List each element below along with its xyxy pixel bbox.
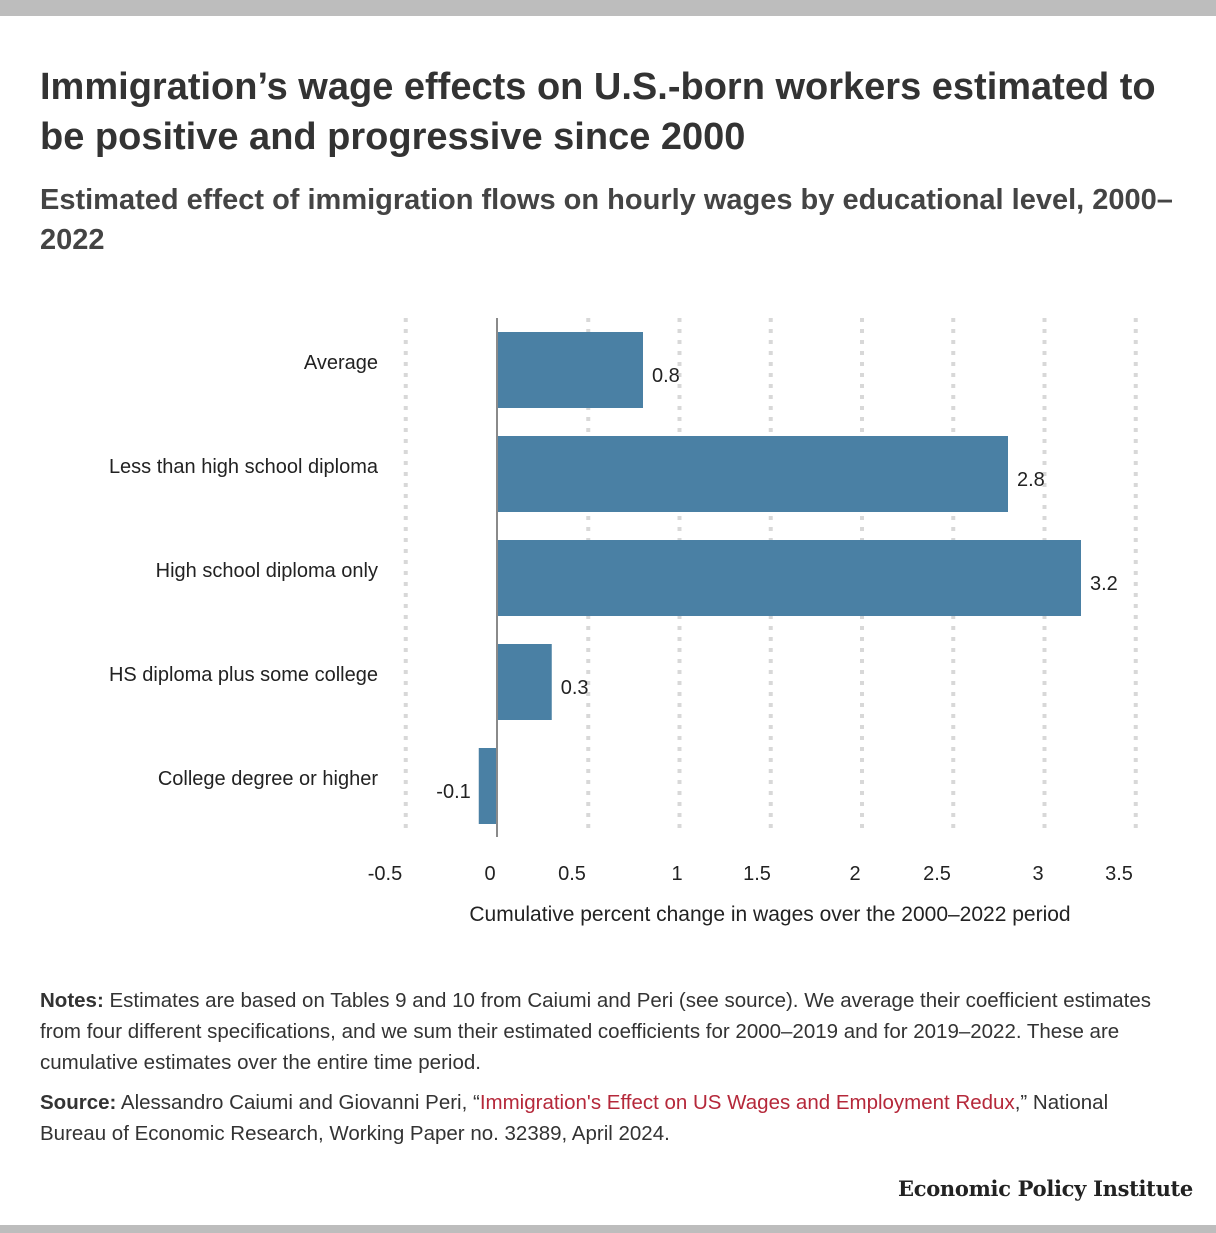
x-tick-label: 2 <box>849 863 860 885</box>
chart-title: Immigration’s wage effects on U.S.-born … <box>40 66 1156 158</box>
bar <box>497 540 1081 616</box>
notes-label: Notes: <box>40 989 104 1012</box>
x-axis-label: Cumulative percent change in wages over … <box>469 903 1070 926</box>
x-tick-label: 1.5 <box>743 863 771 885</box>
x-tick-label: 0 <box>484 863 495 885</box>
bar <box>497 436 1008 512</box>
x-tick-label: 0.5 <box>558 863 586 885</box>
notes-paragraph: Notes: Estimates are based on Tables 9 a… <box>40 985 1160 1078</box>
x-tick-label: -0.5 <box>368 863 402 885</box>
category-label: Average <box>304 352 378 374</box>
bar <box>497 644 552 720</box>
bar <box>478 748 497 824</box>
notes-section: Notes: Estimates are based on Tables 9 a… <box>40 985 1160 1158</box>
category-label: Less than high school diploma <box>109 456 379 478</box>
top-border <box>0 0 1216 16</box>
category-label: College degree or higher <box>158 768 378 790</box>
bar <box>497 332 643 408</box>
source-post: ,” National Bureau of Economic Research,… <box>40 1091 1109 1145</box>
source-link[interactable]: Immigration's Effect on US Wages and Emp… <box>479 1091 1015 1114</box>
x-tick-label: 3 <box>1032 863 1043 885</box>
chart-subtitle: Estimated effect of immigration flows on… <box>40 184 1173 256</box>
data-label: 0.8 <box>652 365 680 387</box>
source-pre: Alessandro Caiumi and Giovanni Peri, “ <box>116 1091 480 1114</box>
source-label: Source: <box>40 1091 117 1114</box>
x-tick-label: 3.5 <box>1105 863 1133 885</box>
category-label: HS diploma plus some college <box>109 664 378 686</box>
data-label: -0.1 <box>436 781 470 803</box>
notes-text: Estimates are based on Tables 9 and 10 f… <box>40 989 1151 1074</box>
x-tick-label: 2.5 <box>923 863 951 885</box>
source-paragraph: Source: Alessandro Caiumi and Giovanni P… <box>40 1087 1160 1149</box>
data-label: 3.2 <box>1090 573 1118 595</box>
bar-chart: 0.8 Average 2.8 Less than high school diplo… <box>109 318 1138 926</box>
data-label: 0.3 <box>561 677 589 699</box>
bottom-border <box>0 1225 1216 1233</box>
brand-logo: Economic Policy Institute <box>898 1176 1193 1201</box>
category-label: High school diploma only <box>156 560 378 582</box>
data-label: 2.8 <box>1017 469 1045 491</box>
x-tick-label: 1 <box>671 863 682 885</box>
